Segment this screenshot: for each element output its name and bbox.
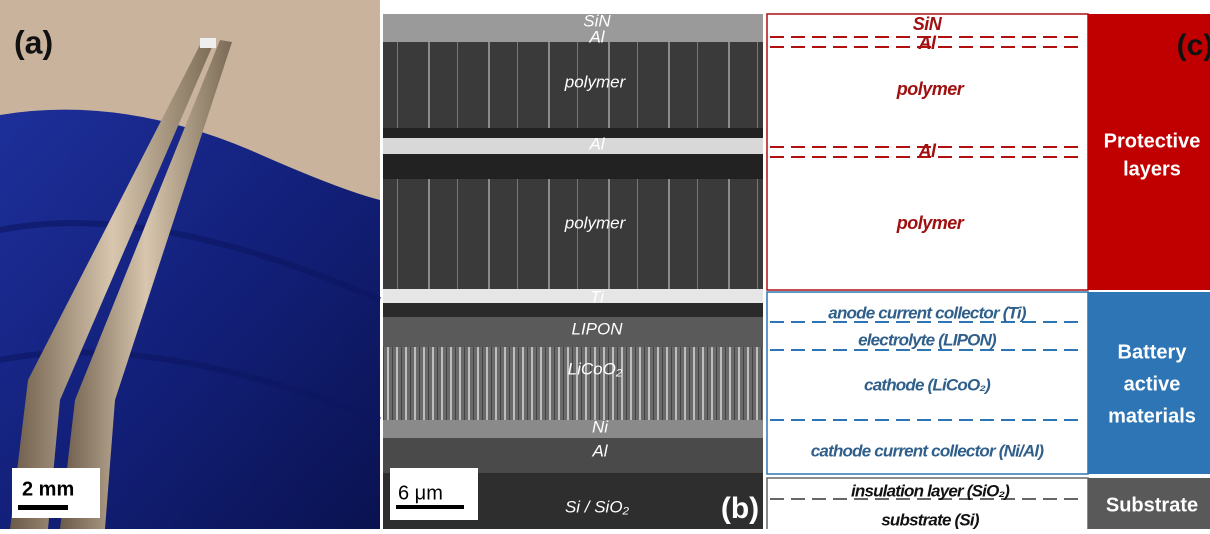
- figure: (a) 2 mm 6 μm (b) SiN Al polymer Al poly…: [0, 0, 1210, 529]
- scale-label: 2 mm: [22, 478, 74, 500]
- layer-label: Al: [588, 134, 605, 153]
- layer-label: SiN: [913, 14, 943, 34]
- layer-label: LIPON: [571, 319, 623, 338]
- scale-label: 6 μm: [398, 482, 443, 504]
- panel-label: (b): [721, 492, 759, 525]
- layer-label: LiCoO₂: [568, 359, 623, 378]
- layer-label: Ni: [592, 417, 609, 436]
- panel-label: (a): [14, 24, 53, 60]
- group-title: active: [1124, 373, 1181, 395]
- group-title: layers: [1123, 158, 1181, 180]
- layer-label: Al: [591, 441, 608, 460]
- layer-label: substrate (Si): [881, 510, 980, 529]
- layer-label: Al: [918, 141, 937, 161]
- group-title: Battery: [1118, 341, 1188, 363]
- layer-label: anode current collector (Ti): [828, 303, 1027, 322]
- group-title: Substrate: [1106, 494, 1198, 516]
- layer-label: insulation layer (SiO₂): [851, 481, 1010, 500]
- layer-label: electrolyte (LIPON): [858, 330, 997, 349]
- layer-label: polymer: [896, 213, 965, 233]
- layer-label: polymer: [564, 213, 627, 232]
- layer-label: Ti: [590, 287, 605, 306]
- layer-label: cathode (LiCoO₂): [864, 375, 991, 394]
- group-title: Protective: [1104, 130, 1201, 152]
- photo: [0, 0, 380, 529]
- layer-label: Al: [918, 33, 937, 53]
- layer-label: Si / SiO₂: [565, 497, 630, 516]
- layer-label: cathode current collector (Ni/Al): [811, 441, 1045, 460]
- layer-label: polymer: [564, 72, 627, 91]
- panel-label: (c): [1177, 29, 1210, 62]
- layer-label: polymer: [896, 79, 965, 99]
- group-title: materials: [1108, 405, 1196, 427]
- layer-label: Al: [588, 27, 605, 46]
